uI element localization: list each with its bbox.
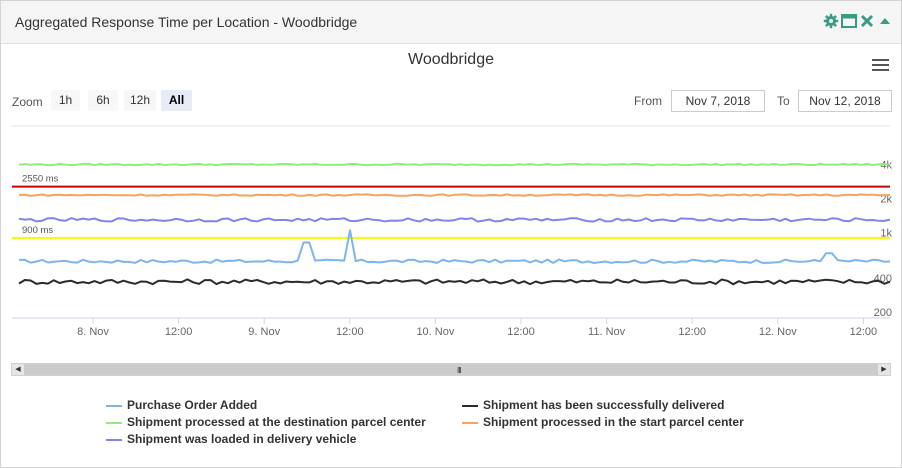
range-from-label: From (634, 94, 662, 108)
x-tick-label: 12:00 (678, 326, 706, 338)
threshold-label: 2550 ms (22, 174, 59, 185)
scroll-grip[interactable]: III (457, 366, 462, 375)
series-line[interactable] (18, 193, 891, 197)
x-tick-label: 12:00 (507, 326, 535, 338)
series-line[interactable] (18, 217, 891, 223)
collapse-icon[interactable] (877, 13, 893, 29)
x-tick-label: 12:00 (165, 326, 193, 338)
series-line[interactable] (18, 162, 891, 167)
range-to-label: To (777, 94, 790, 108)
x-tick-label: 8. Nov (77, 326, 109, 338)
x-tick-label: 9. Nov (248, 326, 280, 338)
legend-swatch (106, 439, 122, 441)
series-line[interactable] (18, 229, 891, 264)
legend-label: Shipment has been successfully delivered (483, 398, 725, 412)
x-tick-label: 12. Nov (759, 326, 797, 338)
x-tick-label: 11. Nov (588, 326, 626, 338)
range-from-input[interactable]: Nov 7, 2018 (671, 90, 765, 112)
panel-header: Aggregated Response Time per Location - … (1, 1, 901, 44)
scroll-left-arrow-icon[interactable]: ◀ (12, 364, 24, 375)
y-tick-label: 1k (880, 228, 892, 240)
hamburger-menu-icon[interactable] (872, 59, 890, 73)
legend-label: Shipment processed in the start parcel c… (483, 415, 744, 429)
scroll-right-arrow-icon[interactable]: ▶ (878, 364, 890, 375)
legend-label: Shipment was loaded in delivery vehicle (127, 432, 357, 446)
zoom-6h-button[interactable]: 6h (88, 90, 118, 111)
scroll-thumb[interactable]: III (24, 364, 878, 375)
y-tick-label: 4k (880, 160, 892, 172)
panel-title: Aggregated Response Time per Location - … (15, 14, 358, 30)
legend-swatch (106, 405, 122, 407)
legend-swatch (462, 422, 478, 424)
chart-title: Woodbridge (408, 51, 494, 68)
range-to-input[interactable]: Nov 12, 2018 (798, 90, 892, 112)
series-line[interactable] (18, 278, 891, 286)
legend-swatch (462, 405, 478, 407)
navigator-scrollbar[interactable]: ◀ III ▶ (11, 363, 891, 376)
y-tick-label: 2k (880, 194, 892, 206)
legend-label: Purchase Order Added (127, 398, 258, 412)
x-tick-label: 10. Nov (416, 326, 454, 338)
x-tick-label: 12:00 (850, 326, 878, 338)
zoom-all-button[interactable]: All (161, 90, 192, 111)
maximize-icon[interactable] (841, 13, 857, 29)
gear-icon[interactable] (823, 13, 839, 29)
close-icon[interactable] (859, 13, 875, 29)
y-tick-label: 200 (874, 307, 892, 319)
zoom-12h-button[interactable]: 12h (124, 90, 156, 111)
x-tick-label: 12:00 (336, 326, 364, 338)
zoom-1h-button[interactable]: 1h (51, 90, 80, 111)
legend-swatch (106, 422, 122, 424)
legend-label: Shipment processed at the destination pa… (127, 415, 426, 429)
threshold-label: 900 ms (22, 225, 53, 236)
zoom-label: Zoom (12, 95, 43, 109)
